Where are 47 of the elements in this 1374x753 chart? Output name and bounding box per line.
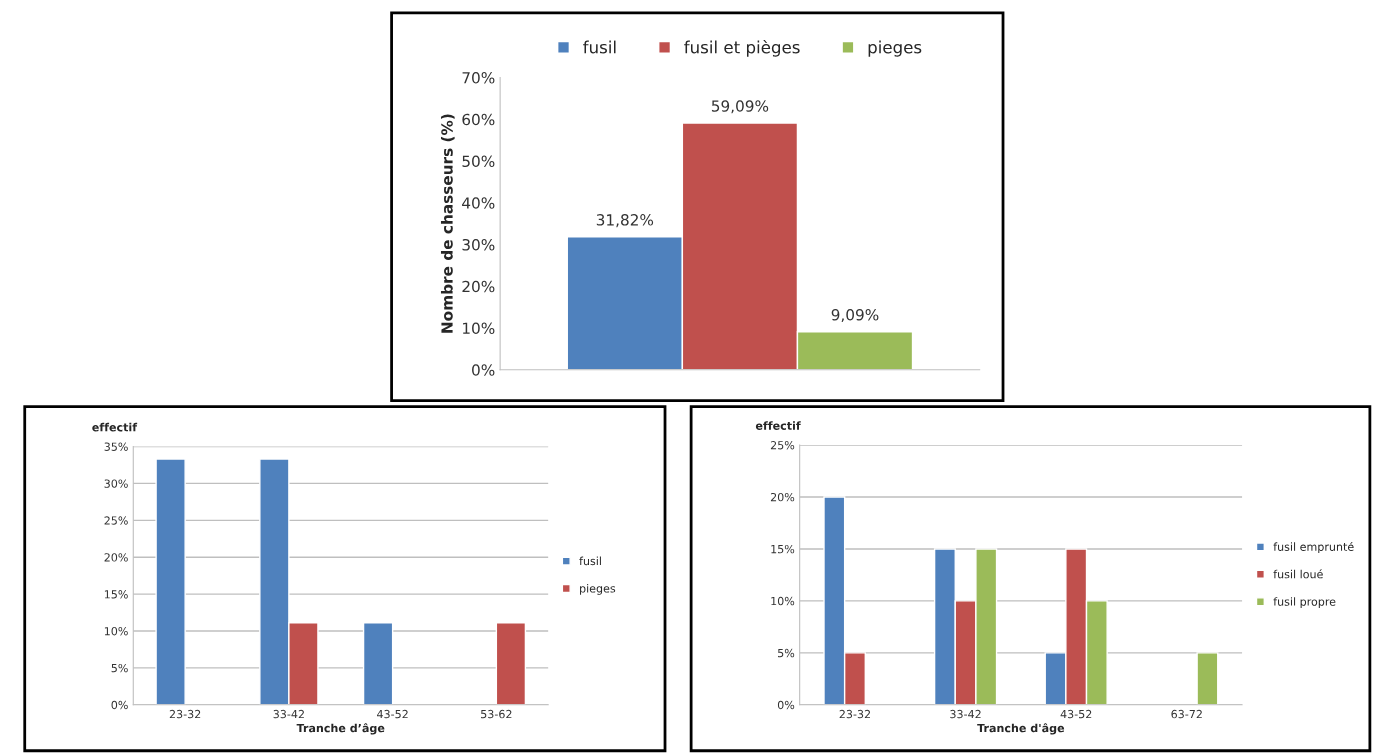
legend-label: fusil loué xyxy=(1273,569,1323,579)
data-label: 31,82% xyxy=(596,214,654,228)
y-tick-label: 0% xyxy=(777,700,795,710)
y-tick-label: 0% xyxy=(111,700,128,710)
y-axis-title: Nombre de chasseurs (%) xyxy=(440,114,455,333)
x-tick-label: 23-32 xyxy=(169,709,201,719)
y-tick-label: 30% xyxy=(462,238,495,251)
y-tick-label: 30% xyxy=(104,479,128,488)
y-tick-label: 70% xyxy=(462,72,495,84)
x-tick-label: 43-52 xyxy=(1060,709,1092,719)
legend-label: pieges xyxy=(580,584,616,595)
x-tick-label: 33-42 xyxy=(273,709,304,719)
legend-label: fusil xyxy=(583,40,616,54)
y-tick-label: 20% xyxy=(462,280,495,293)
y-tick-label: 50% xyxy=(462,155,495,168)
y-tick-label: 15% xyxy=(104,590,128,599)
x-tick-label: 63-72 xyxy=(1171,709,1202,719)
data-label: 59,09% xyxy=(711,100,769,114)
y-tick-label: 10% xyxy=(771,596,795,606)
y-tick-label: 25% xyxy=(104,516,128,525)
y-tick-label: 60% xyxy=(462,113,495,126)
x-tick-label: 23-32 xyxy=(839,709,870,719)
y-tick-label: 10% xyxy=(104,626,128,636)
y-tick-label: 5% xyxy=(778,648,795,658)
y-tick-label: 20% xyxy=(770,492,795,502)
legend-label: fusil et pièges xyxy=(684,39,800,57)
x-axis-title: Tranche d’âge xyxy=(296,723,385,735)
x-tick-label: 53-62 xyxy=(481,709,512,719)
y-tick-label: 25% xyxy=(770,441,795,450)
y-tick-label: 15% xyxy=(771,544,795,554)
legend-label: fusil propre xyxy=(1273,597,1336,608)
y-tick-label: 10% xyxy=(463,322,495,335)
bar xyxy=(1196,652,1219,705)
legend-label: pieges xyxy=(868,40,922,57)
y-axis-title: effectif xyxy=(755,421,801,430)
data-label: 9,09% xyxy=(831,308,879,323)
y-tick-label: 40% xyxy=(462,197,495,209)
x-axis-title: Tranche d'âge xyxy=(977,723,1065,735)
x-tick-label: 33-42 xyxy=(950,709,981,719)
y-axis-title: effectif xyxy=(92,422,138,432)
y-tick-label: 20% xyxy=(104,553,128,562)
y-tick-label: 5% xyxy=(111,663,128,673)
x-tick-label: 43-52 xyxy=(377,709,408,719)
legend-label: fusil xyxy=(579,556,601,566)
y-tick-label: 35% xyxy=(104,442,128,451)
y-tick-label: 0% xyxy=(472,364,495,376)
legend-label: fusil emprunté xyxy=(1273,541,1354,554)
